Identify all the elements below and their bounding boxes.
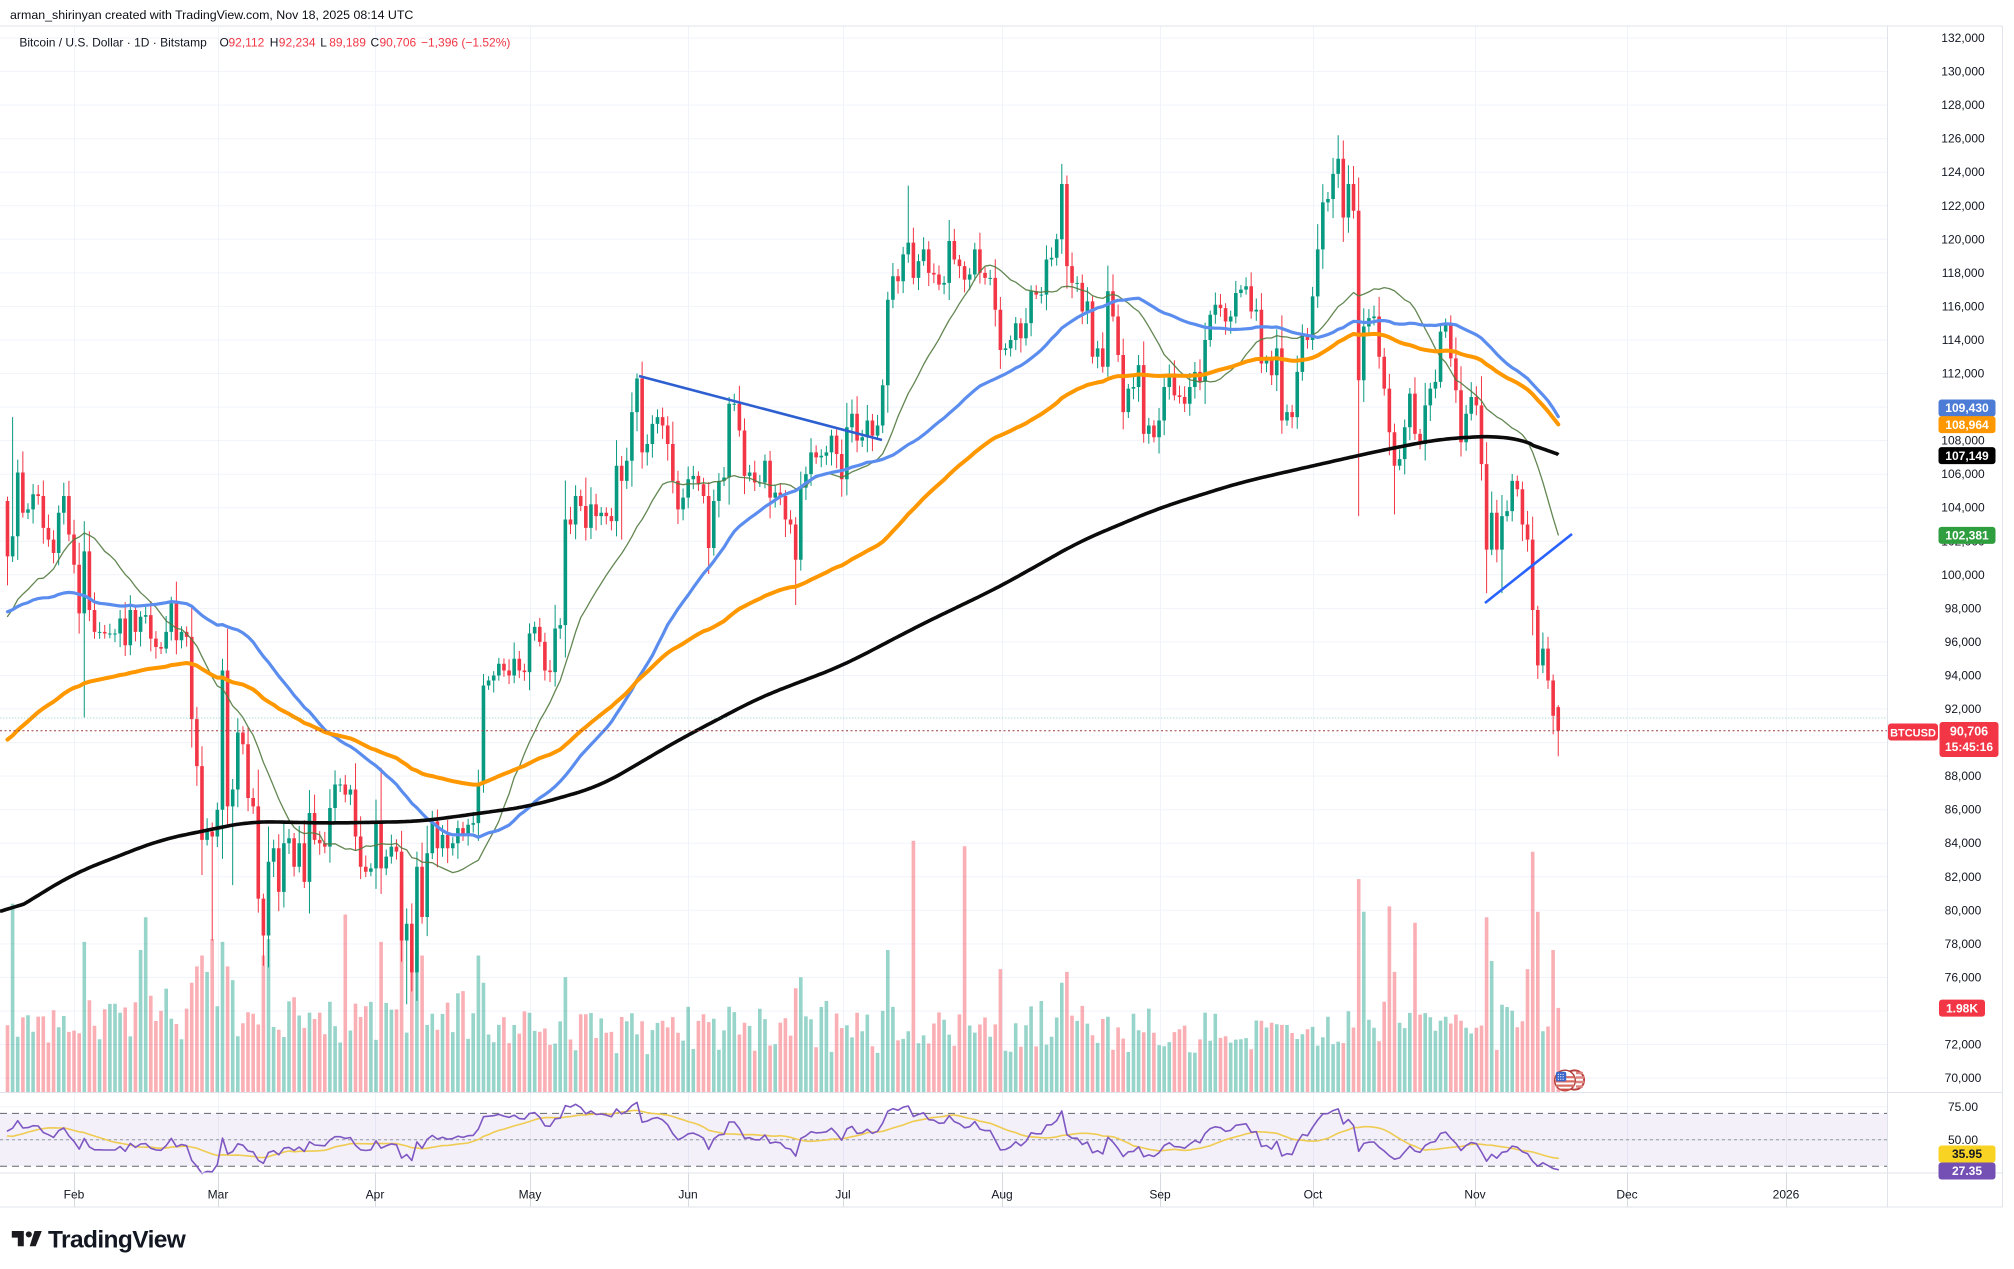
svg-text:TradingView: TradingView: [48, 1227, 187, 1254]
svg-text:128,000: 128,000: [1941, 98, 1985, 112]
svg-text:108,000: 108,000: [1941, 434, 1985, 448]
svg-text:94,000: 94,000: [1945, 669, 1982, 683]
svg-text:1.98K: 1.98K: [1946, 1001, 1978, 1015]
svg-text:35.95: 35.95: [1952, 1147, 1982, 1161]
svg-text:Dec: Dec: [1616, 1188, 1637, 1202]
svg-text:92,112: 92,112: [229, 36, 265, 50]
svg-text:H: H: [270, 36, 279, 50]
svg-text:116,000: 116,000: [1942, 299, 1985, 313]
svg-text:84,000: 84,000: [1945, 836, 1982, 850]
svg-text:Feb: Feb: [64, 1188, 85, 1202]
svg-text:122,000: 122,000: [1941, 199, 1985, 213]
svg-text:108,964: 108,964: [1945, 418, 1989, 432]
svg-text:109,430: 109,430: [1945, 401, 1989, 415]
svg-text:86,000: 86,000: [1945, 803, 1982, 817]
svg-text:80,000: 80,000: [1945, 903, 1982, 917]
svg-text:27.35: 27.35: [1952, 1164, 1982, 1178]
svg-text:100,000: 100,000: [1941, 568, 1985, 582]
svg-text:90,706: 90,706: [1950, 725, 1988, 739]
svg-text:92,000: 92,000: [1945, 702, 1982, 716]
svg-text:May: May: [519, 1188, 542, 1202]
svg-text:Oct: Oct: [1304, 1188, 1323, 1202]
svg-text:Mar: Mar: [208, 1188, 229, 1202]
svg-text:78,000: 78,000: [1945, 937, 1982, 951]
svg-text:88,000: 88,000: [1945, 769, 1982, 783]
svg-text:126,000: 126,000: [1941, 132, 1985, 146]
svg-text:98,000: 98,000: [1945, 601, 1982, 615]
svg-text:96,000: 96,000: [1945, 635, 1982, 649]
svg-text:Bitcoin / U.S. Dollar · 1D · B: Bitcoin / U.S. Dollar · 1D · Bitstamp: [19, 36, 207, 50]
svg-text:70,000: 70,000: [1945, 1071, 1982, 1085]
svg-text:Aug: Aug: [991, 1188, 1012, 1202]
svg-text:Jun: Jun: [678, 1188, 697, 1202]
svg-text:120,000: 120,000: [1941, 232, 1985, 246]
svg-text:82,000: 82,000: [1945, 870, 1982, 884]
svg-text:15:45:16: 15:45:16: [1945, 740, 1993, 754]
svg-text:104,000: 104,000: [1941, 501, 1985, 515]
svg-text:90,706: 90,706: [380, 36, 417, 50]
svg-text:O: O: [220, 36, 229, 50]
svg-text:132,000: 132,000: [1941, 31, 1985, 45]
svg-text:2026: 2026: [1773, 1188, 1800, 1202]
svg-text:Apr: Apr: [366, 1188, 385, 1202]
svg-text:72,000: 72,000: [1945, 1038, 1982, 1052]
svg-text:89,189: 89,189: [329, 36, 366, 50]
svg-text:50.00: 50.00: [1948, 1133, 1978, 1147]
svg-text:75.00: 75.00: [1948, 1100, 1978, 1114]
svg-text:Sep: Sep: [1149, 1188, 1171, 1202]
svg-text:76,000: 76,000: [1945, 970, 1982, 984]
svg-text:118,000: 118,000: [1942, 266, 1985, 280]
svg-text:92,234: 92,234: [279, 36, 316, 50]
svg-text:−1,396 (−1.52%): −1,396 (−1.52%): [421, 36, 510, 50]
svg-text:Nov: Nov: [1464, 1188, 1485, 1202]
svg-text:102,381: 102,381: [1945, 529, 1989, 543]
svg-text:106,000: 106,000: [1941, 467, 1985, 481]
svg-text:C: C: [371, 36, 380, 50]
svg-text:130,000: 130,000: [1941, 65, 1985, 79]
svg-text:112,000: 112,000: [1942, 367, 1985, 381]
svg-text:124,000: 124,000: [1941, 165, 1985, 179]
svg-text:L: L: [320, 36, 327, 50]
svg-text:107,149: 107,149: [1945, 449, 1989, 463]
svg-text:Jul: Jul: [835, 1188, 850, 1202]
svg-text:arman_shirinyan created with T: arman_shirinyan created with TradingView…: [10, 8, 413, 22]
svg-text:BTCUSD: BTCUSD: [1890, 727, 1936, 739]
svg-text:114,000: 114,000: [1942, 333, 1985, 347]
